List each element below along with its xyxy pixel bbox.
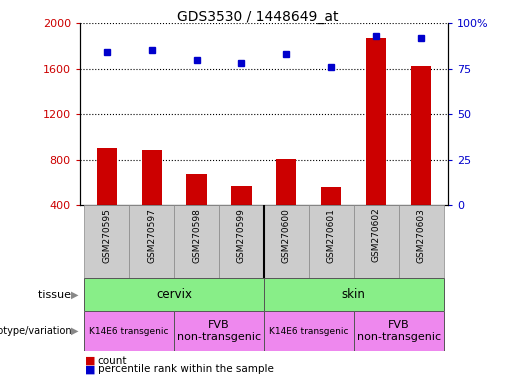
- Bar: [264, 278, 443, 311]
- Text: GSM270595: GSM270595: [102, 208, 111, 263]
- Text: GSM270601: GSM270601: [327, 208, 336, 263]
- Text: tissue: tissue: [38, 290, 75, 300]
- Bar: [97, 149, 117, 205]
- Text: GDS3530 / 1448649_at: GDS3530 / 1448649_at: [177, 10, 338, 23]
- Text: ■: ■: [85, 356, 95, 366]
- Text: ▶: ▶: [71, 290, 79, 300]
- Bar: [264, 311, 354, 351]
- Bar: [321, 187, 341, 205]
- Bar: [84, 205, 129, 278]
- Bar: [84, 278, 264, 311]
- Text: GSM270598: GSM270598: [192, 208, 201, 263]
- Bar: [276, 159, 297, 205]
- Text: FVB
non-transgenic: FVB non-transgenic: [356, 320, 441, 342]
- Bar: [231, 186, 252, 205]
- Bar: [84, 311, 174, 351]
- Text: cervix: cervix: [156, 288, 192, 301]
- Text: ■: ■: [85, 364, 95, 374]
- Bar: [129, 205, 174, 278]
- Text: GSM270600: GSM270600: [282, 208, 291, 263]
- Text: genotype/variation: genotype/variation: [0, 326, 75, 336]
- Text: skin: skin: [342, 288, 366, 301]
- Text: K14E6 transgenic: K14E6 transgenic: [269, 327, 349, 336]
- Text: count: count: [98, 356, 127, 366]
- Bar: [186, 174, 207, 205]
- Text: FVB
non-transgenic: FVB non-transgenic: [177, 320, 261, 342]
- Text: GSM270602: GSM270602: [372, 208, 381, 262]
- Bar: [354, 205, 399, 278]
- Bar: [219, 205, 264, 278]
- Text: ▶: ▶: [71, 326, 79, 336]
- Text: percentile rank within the sample: percentile rank within the sample: [98, 364, 274, 374]
- Bar: [174, 205, 219, 278]
- Text: GSM270597: GSM270597: [147, 208, 156, 263]
- Bar: [354, 311, 443, 351]
- Text: GSM270603: GSM270603: [417, 208, 425, 263]
- Text: GSM270599: GSM270599: [237, 208, 246, 263]
- Bar: [399, 205, 443, 278]
- Bar: [264, 205, 309, 278]
- Bar: [366, 38, 386, 205]
- Bar: [309, 205, 354, 278]
- Text: K14E6 transgenic: K14E6 transgenic: [90, 327, 169, 336]
- Bar: [411, 66, 431, 205]
- Bar: [174, 311, 264, 351]
- Bar: [142, 150, 162, 205]
